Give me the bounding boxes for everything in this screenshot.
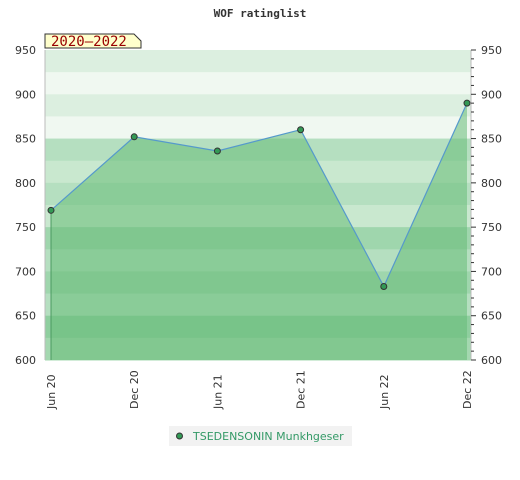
legend-box [169, 426, 352, 446]
x-tick-label: Jun 22 [378, 374, 391, 410]
data-point [47, 206, 55, 214]
y-tick-label-left: 950 [15, 44, 36, 57]
data-point [380, 282, 388, 290]
background-band [45, 94, 471, 117]
x-tick-label: Jun 21 [211, 374, 224, 410]
background-band [45, 50, 471, 73]
y-tick-label-right: 600 [481, 354, 502, 367]
data-point [213, 147, 221, 155]
area-layer [50, 103, 467, 360]
chart-title: WOF ratinglist [214, 7, 307, 20]
period-badge: 2020–2022 [44, 33, 142, 50]
background-band [45, 72, 471, 95]
y-axis-right: 600 650 700 750 800 850 900 950 [471, 44, 502, 367]
legend: TSEDENSONIN Munkhgeser [169, 426, 352, 446]
y-tick-label-right: 650 [481, 310, 502, 323]
y-tick-label-left: 650 [15, 310, 36, 323]
period-badge-box [44, 33, 142, 49]
x-tick-label: Dec 20 [128, 370, 141, 409]
x-axis: Jun 20 Dec 20 Jun 21 Dec 21 Jun 22 Dec 22 [45, 370, 474, 410]
y-tick-label-left: 700 [15, 265, 36, 278]
y-tick-label-left: 800 [15, 177, 36, 190]
y-tick-label-left: 900 [15, 88, 36, 101]
x-tick-label: Dec 21 [295, 370, 308, 409]
y-tick-label-right: 850 [481, 133, 502, 146]
series-area [51, 103, 467, 360]
series-markers [47, 99, 471, 290]
series-line [50, 102, 468, 288]
y-tick-label-left: 750 [15, 221, 36, 234]
y-tick-label-left: 600 [15, 354, 36, 367]
y-tick-label-right: 800 [481, 177, 502, 190]
data-point [130, 133, 138, 141]
data-point [297, 126, 305, 134]
y-tick-label-right: 900 [481, 88, 502, 101]
background-band [45, 116, 471, 140]
legend-label: TSEDENSONIN Munkhgeser [192, 430, 344, 443]
legend-marker [176, 432, 183, 440]
period-badge-text: 2020–2022 [51, 34, 127, 50]
y-tick-label-right: 700 [481, 265, 502, 278]
data-point [463, 99, 471, 107]
y-axis-left: 600 650 700 750 800 850 900 950 [15, 44, 36, 367]
x-tick-label: Dec 22 [461, 370, 474, 409]
y-tick-label-left: 850 [15, 133, 36, 146]
y-tick-label-right: 950 [481, 44, 502, 57]
x-tick-label: Jun 20 [45, 374, 58, 410]
series-line-layer [50, 102, 468, 288]
y-tick-label-right: 750 [481, 221, 502, 234]
